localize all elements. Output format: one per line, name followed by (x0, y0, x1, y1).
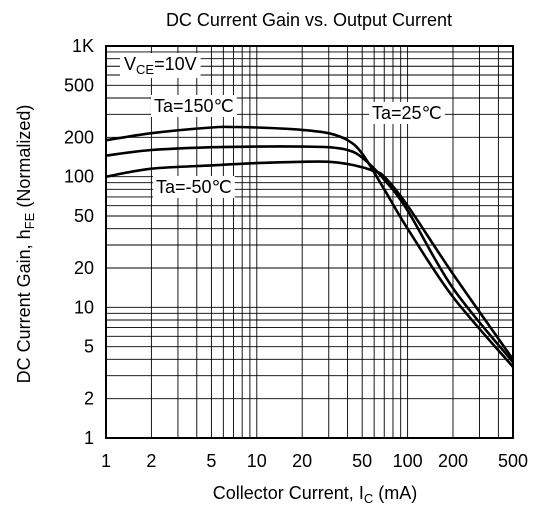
y-tick-label: 100 (64, 167, 94, 187)
x-tick-labels: 1 2 5 10 20 50 100 200 500 (101, 451, 528, 471)
series-label-2: Ta=-50℃ (153, 176, 235, 198)
condition-label-part: V (124, 54, 136, 74)
series-line-1 (105, 145, 515, 364)
series-line-2 (105, 160, 515, 361)
y-axis-label: DC Current Gain, hFE (Normalized) (14, 105, 37, 384)
series-label-1-part: Ta=25℃ (372, 103, 442, 123)
y-tick-label: 1K (72, 36, 94, 56)
y-axis-label-main: DC Current Gain, h (14, 229, 34, 383)
x-axis-label-sub: C (364, 491, 373, 506)
x-tick-label: 100 (393, 451, 423, 471)
x-tick-label: 1 (101, 451, 111, 471)
condition-label-text: VCE=10V (124, 54, 197, 77)
condition-label: VCE=10V (120, 53, 201, 78)
condition-label-bg (120, 53, 201, 78)
x-axis-label-unit: (mA) (373, 483, 417, 503)
series-label-0-text: Ta=150℃ (154, 96, 234, 116)
series-label-2-part: Ta=-50℃ (156, 177, 232, 197)
x-tick-label: 5 (206, 451, 216, 471)
annotations: VCE=10V Ta=150℃ Ta=25℃ Ta=-50℃ (120, 53, 445, 198)
x-tick-label: 50 (352, 451, 372, 471)
condition-label-part: =10V (154, 54, 197, 74)
y-axis-label-unit: (Normalized) (14, 105, 34, 213)
series-label-2-bg (153, 176, 235, 198)
series-line-0 (105, 125, 514, 368)
y-tick-label: 500 (64, 75, 94, 95)
series-label-0-bg (151, 95, 237, 117)
condition-label-part: CE (136, 62, 154, 77)
y-tick-label: 5 (84, 337, 94, 357)
x-tick-label: 500 (498, 451, 528, 471)
y-tick-label: 20 (74, 258, 94, 278)
x-axis-label-main: Collector Current, I (213, 483, 364, 503)
y-tick-label: 10 (74, 297, 94, 317)
y-tick-label: 50 (74, 206, 94, 226)
plot-frame (105, 45, 514, 439)
x-tick-label: 2 (146, 451, 156, 471)
series-label-0: Ta=150℃ (151, 95, 237, 117)
x-tick-label: 200 (438, 451, 468, 471)
y-tick-label: 1 (84, 428, 94, 448)
y-tick-label: 2 (84, 389, 94, 409)
chart-title: DC Current Gain vs. Output Current (166, 10, 452, 30)
x-tick-label: 10 (247, 451, 267, 471)
series-label-1-text: Ta=25℃ (372, 103, 442, 123)
x-axis-label: Collector Current, IC (mA) (213, 483, 417, 506)
series-label-0-part: Ta=150℃ (154, 96, 234, 116)
y-axis-label-sub: FE (22, 212, 37, 229)
series-label-1: Ta=25℃ (369, 102, 445, 124)
series-group (105, 125, 515, 368)
y-tick-labels: 1 2 5 10 20 50 100 200 500 1K (64, 36, 94, 448)
y-tick-label: 200 (64, 127, 94, 147)
x-tick-label: 20 (292, 451, 312, 471)
series-label-1-bg (369, 102, 445, 124)
series-label-2-text: Ta=-50℃ (156, 177, 232, 197)
